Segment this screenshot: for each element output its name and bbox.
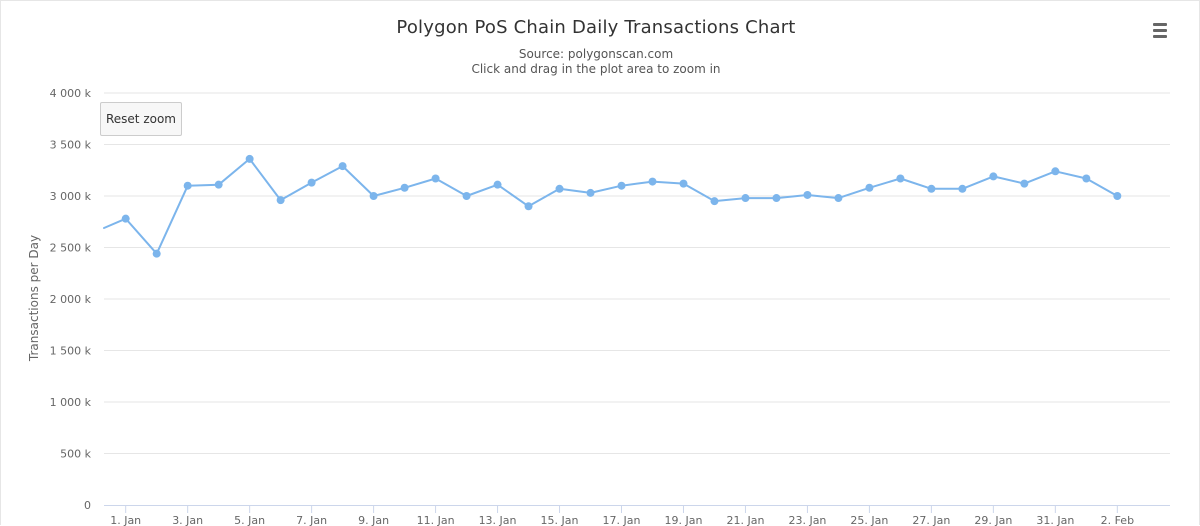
data-point[interactable] (710, 197, 719, 206)
x-tick-label: 13. Jan (479, 514, 517, 526)
data-point[interactable] (338, 162, 347, 171)
data-point[interactable] (369, 192, 378, 200)
chart-subtitle: Source: polygonscan.com Click and drag i… (0, 47, 1192, 77)
data-point[interactable] (648, 177, 657, 186)
subtitle-source: Source: polygonscan.com (518, 47, 674, 61)
data-point[interactable] (462, 192, 471, 200)
subtitle-zoom-hint: Click and drag in the plot area to zoom … (471, 62, 721, 76)
x-tick-label: 17. Jan (603, 514, 641, 526)
data-point[interactable] (1020, 179, 1029, 188)
y-tick-label: 2 000 k (50, 293, 92, 306)
data-point[interactable] (276, 196, 285, 205)
data-point[interactable] (834, 194, 843, 203)
chart-title: Polygon PoS Chain Daily Transactions Cha… (396, 17, 796, 38)
gridlines (104, 92, 1170, 454)
data-point[interactable] (555, 184, 564, 193)
y-axis-label: Transactions per Day (27, 235, 41, 362)
data-point[interactable] (958, 184, 967, 193)
x-tick-label: 19. Jan (665, 514, 703, 526)
data-point[interactable] (803, 190, 812, 199)
data-point[interactable] (214, 180, 223, 189)
y-tick-label: 3 000 k (50, 190, 92, 203)
x-tick-label: 27. Jan (912, 514, 950, 526)
x-tick-label: 23. Jan (788, 514, 826, 526)
x-tick-label: 15. Jan (541, 514, 579, 526)
data-point[interactable] (307, 178, 316, 187)
y-tick-label: 500 k (60, 448, 91, 461)
x-tick-label: 2. Feb (1101, 514, 1134, 526)
reset-zoom-button[interactable]: Reset zoom (100, 102, 182, 136)
data-point[interactable] (1051, 167, 1060, 176)
data-point[interactable] (865, 183, 874, 192)
data-point[interactable] (431, 174, 440, 183)
data-point[interactable] (1113, 192, 1122, 200)
x-tick-label: 31. Jan (1036, 514, 1074, 526)
x-tick-label: 1. Jan (110, 514, 141, 526)
y-tick-label: 3 500 k (50, 139, 92, 152)
x-tick-label: 25. Jan (850, 514, 888, 526)
data-point[interactable] (772, 194, 781, 203)
y-tick-label: 0 (84, 499, 91, 512)
hamburger-menu-icon[interactable] (1150, 20, 1170, 40)
series-markers[interactable] (121, 154, 1122, 258)
data-point[interactable] (183, 181, 192, 190)
x-tick-label: 21. Jan (726, 514, 764, 526)
x-tick-label: 7. Jan (296, 514, 327, 526)
series-line (103, 157, 1119, 255)
data-point[interactable] (586, 188, 595, 197)
data-point[interactable] (1082, 174, 1091, 183)
data-point[interactable] (493, 180, 502, 189)
data-point[interactable] (989, 172, 998, 181)
data-point[interactable] (679, 179, 688, 188)
data-point[interactable] (152, 249, 161, 258)
data-point[interactable] (245, 154, 254, 163)
x-tick-label: 9. Jan (358, 514, 389, 526)
y-axis-ticks: 0 500 k 1 000 k 1 500 k 2 000 k 2 500 k 3 000 … (50, 87, 92, 512)
data-point[interactable] (617, 181, 626, 190)
y-tick-label: 4 000 k (50, 87, 92, 100)
y-tick-label: 1 000 k (50, 396, 92, 409)
data-point[interactable] (896, 174, 905, 183)
x-tick-label: 5. Jan (234, 514, 265, 526)
series-transactions (103, 157, 1119, 255)
data-point[interactable] (400, 183, 409, 192)
y-tick-label: 2 500 k (50, 242, 92, 255)
x-tick-label: 3. Jan (172, 514, 203, 526)
x-tick-label: 29. Jan (974, 514, 1012, 526)
x-tick-label: 11. Jan (417, 514, 455, 526)
data-point[interactable] (524, 202, 533, 211)
data-point[interactable] (121, 214, 130, 223)
data-point[interactable] (927, 184, 936, 193)
y-tick-label: 1 500 k (50, 345, 92, 358)
data-point[interactable] (741, 194, 750, 203)
x-axis: 1. Jan 3. Jan 5. Jan 7. Jan 9. Jan 11. Jan 13.… (104, 505, 1170, 526)
